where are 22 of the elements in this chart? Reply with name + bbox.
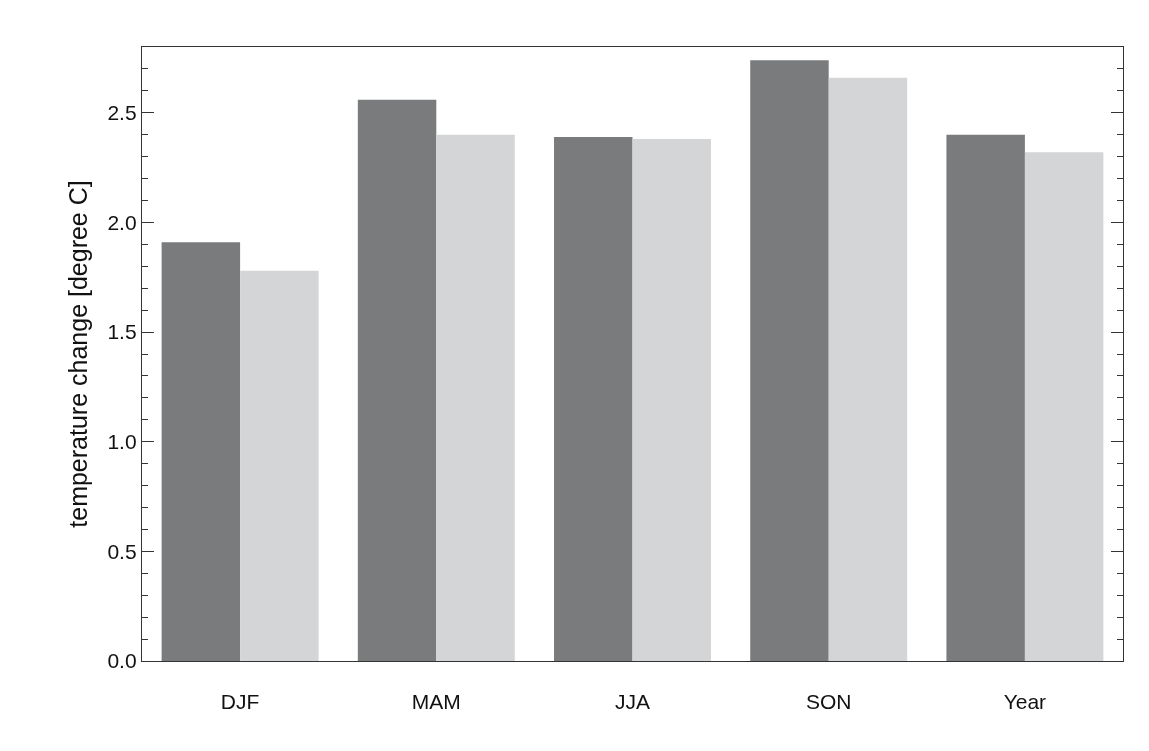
- y-tick-label: 1.5: [107, 320, 137, 344]
- bar: [436, 134, 515, 661]
- bar: [1024, 152, 1104, 661]
- x-tick-label: SON: [805, 690, 852, 714]
- bar: [946, 134, 1025, 661]
- y-tick-label: 0.0: [107, 649, 137, 673]
- x-tick-label: DJF: [220, 690, 260, 714]
- bar: [161, 242, 241, 661]
- y-tick-label: 1.0: [107, 430, 137, 454]
- bar: [357, 99, 437, 661]
- bar: [828, 77, 908, 661]
- x-tick-label: Year: [1003, 690, 1047, 714]
- y-tick-label: 2.0: [107, 210, 137, 234]
- bar: [750, 60, 829, 661]
- x-tick-label: MAM: [411, 690, 461, 714]
- bar: [554, 136, 633, 661]
- bar: [632, 139, 711, 661]
- bar: [240, 270, 319, 661]
- x-tick-label: JJA: [614, 690, 651, 714]
- y-tick-label: 2.5: [107, 101, 137, 125]
- y-axis-title: temperature change [degree C]: [64, 180, 93, 528]
- y-tick-label: 0.5: [107, 539, 137, 563]
